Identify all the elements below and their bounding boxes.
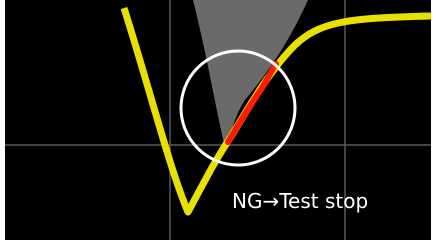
annotation: NG→Test stop (232, 189, 368, 213)
scope-screen: NG→Test stop (0, 0, 436, 246)
page: NG→Test stop (() => { const data = JSON.… (0, 0, 436, 246)
